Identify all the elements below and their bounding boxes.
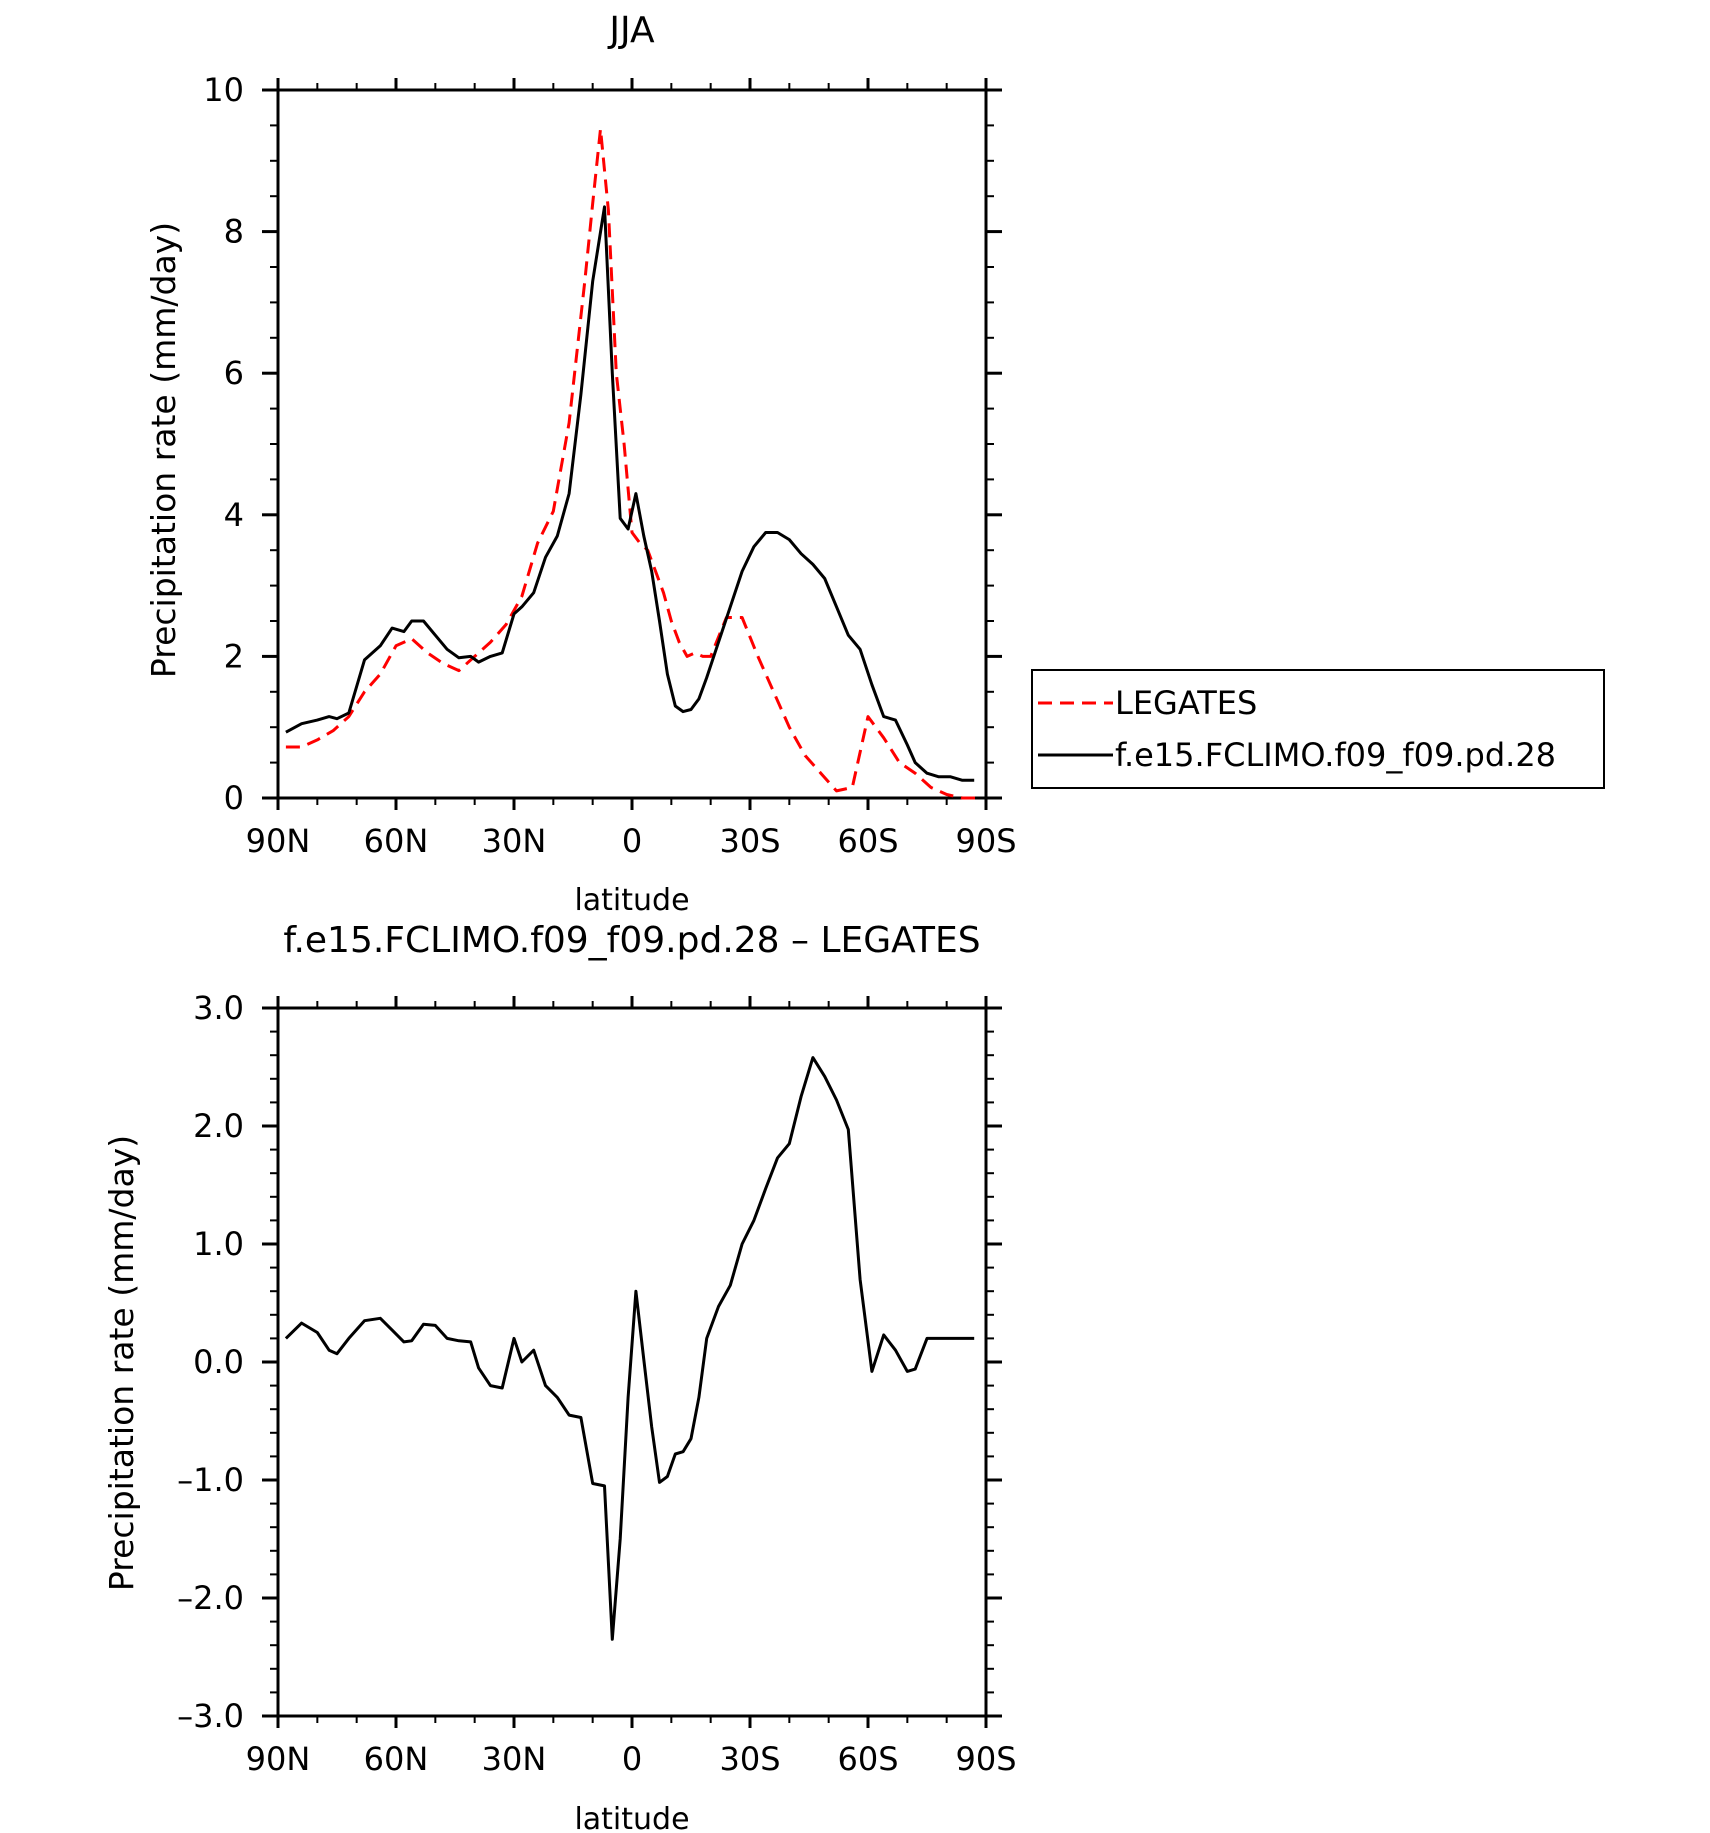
bottom-y-tick-label: 2.0: [193, 1107, 244, 1145]
top-x-tick-label: 60S: [837, 822, 898, 860]
top-series-line-legates: [285, 127, 979, 800]
top-series-line-model: [285, 205, 975, 782]
bottom-x-tick-label: 60S: [837, 1740, 898, 1778]
bottom-series: [284, 1056, 975, 1641]
top-y-tick-labels: 0 2 4 6 8 10: [203, 71, 244, 817]
top-y-tick-label: 4: [224, 496, 244, 534]
top-x-tick-label: 90S: [955, 822, 1016, 860]
top-y-tick-label: 8: [224, 213, 244, 251]
bottom-x-tick-label: 0: [622, 1740, 642, 1778]
bottom-x-tick-label: 90N: [246, 1740, 311, 1778]
top-y-tick-label: 10: [203, 71, 244, 109]
top-y-tick-label: 0: [224, 779, 244, 817]
top-ticks: [262, 78, 1002, 810]
top-title: JJA: [607, 10, 655, 51]
top-x-tick-label: 90N: [246, 822, 311, 860]
top-x-tick-label: 30S: [719, 822, 780, 860]
top-x-tick-label: 60N: [364, 822, 429, 860]
bottom-series-line-difference: [284, 1056, 975, 1641]
bottom-y-tick-label: 3.0: [193, 989, 244, 1027]
bottom-x-tick-label: 90S: [955, 1740, 1016, 1778]
bottom-title: f.e15.FCLIMO.f09_f09.pd.28 – LEGATES: [283, 920, 980, 961]
bottom-y-tick-label: –3.0: [177, 1697, 244, 1735]
bottom-x-tick-label: 30S: [719, 1740, 780, 1778]
bottom-x-tick-label: 60N: [364, 1740, 429, 1778]
bottom-y-tick-label: 0.0: [193, 1343, 244, 1381]
bottom-ticks: [262, 996, 1002, 1728]
legend: LEGATES f.e15.FCLIMO.f09_f09.pd.28: [1031, 669, 1605, 789]
bottom-panel-difference: f.e15.FCLIMO.f09_f09.pd.28 – LEGATES Pre…: [102, 920, 1017, 1833]
top-ylabel: Precipitation rate (mm/day): [144, 222, 183, 678]
top-y-tick-label: 6: [224, 354, 244, 392]
bottom-y-tick-label: 1.0: [193, 1225, 244, 1263]
top-x-tick-label: 30N: [482, 822, 547, 860]
bottom-ylabel: Precipitation rate (mm/day): [102, 1135, 141, 1591]
top-xlabel: latitude: [574, 883, 689, 918]
bottom-xlabel: latitude: [574, 1802, 689, 1833]
top-plot-frame: [276, 88, 988, 800]
top-x-tick-label: 0: [622, 822, 642, 860]
top-y-tick-label: 2: [224, 637, 244, 675]
bottom-y-tick-labels: –3.0 –2.0 –1.0 0.0 1.0 2.0 3.0: [177, 989, 244, 1735]
top-panel-jja: JJA Precipitation rate (mm/day) latitude…: [144, 10, 1017, 918]
bottom-y-tick-label: –2.0: [177, 1579, 244, 1617]
top-series: [285, 127, 979, 800]
legend-label-legates: LEGATES: [1115, 684, 1257, 722]
bottom-y-tick-label: –1.0: [177, 1461, 244, 1499]
legend-label-model: f.e15.FCLIMO.f09_f09.pd.28: [1115, 736, 1556, 774]
bottom-x-tick-label: 30N: [482, 1740, 547, 1778]
legend-box: [1031, 669, 1605, 789]
bottom-x-tick-labels: 90N 60N 30N 0 30S 60S 90S: [246, 1740, 1017, 1778]
top-x-tick-labels: 90N 60N 30N 0 30S 60S 90S: [246, 822, 1017, 860]
